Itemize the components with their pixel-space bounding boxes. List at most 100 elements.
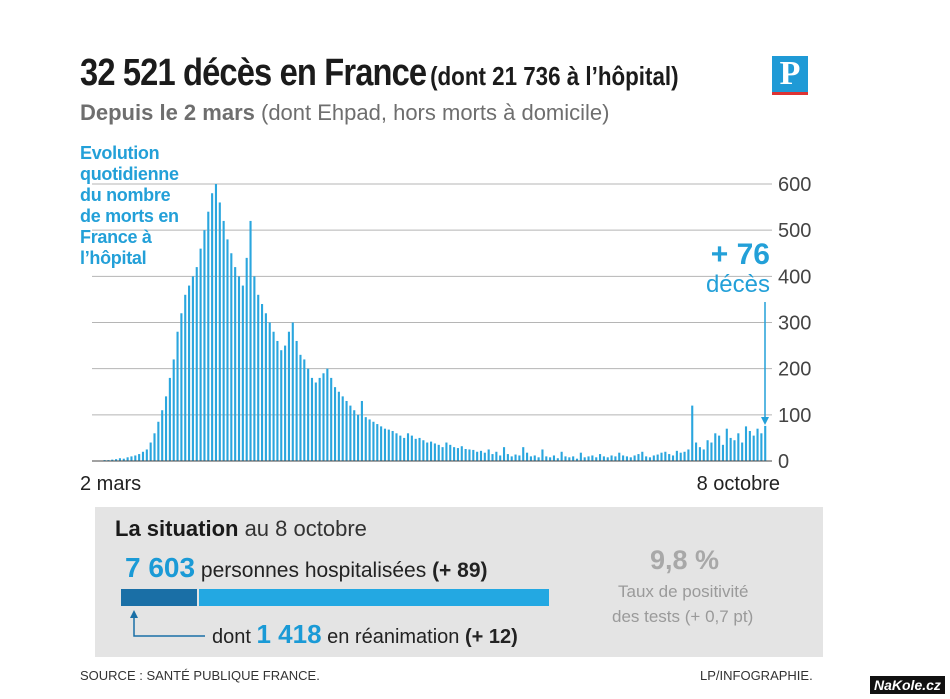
daily-death-bar [211, 193, 214, 462]
headline: 32 521 décès en France (dont 21 736 à l’… [80, 52, 679, 95]
icu-line: dont 1 418 en réanimation (+ 12) [212, 619, 518, 650]
daily-death-bar [645, 456, 648, 461]
daily-death-bar [249, 220, 252, 461]
situation-title-bold: La situation [115, 516, 239, 541]
daily-death-bar [134, 455, 137, 461]
daily-death-bar [357, 414, 360, 461]
subtitle-bold: Depuis le 2 mars [80, 100, 255, 125]
positivity-label-1: Taux de positivité [618, 582, 749, 601]
daily-death-bar [426, 442, 429, 461]
icu-prefix: dont [212, 626, 257, 648]
daily-death-bar [403, 437, 406, 461]
daily-death-bar [330, 377, 333, 461]
daily-death-bar [710, 442, 713, 461]
daily-death-bar [341, 396, 344, 461]
daily-death-bar [172, 359, 175, 461]
daily-death-bar [422, 440, 425, 461]
daily-death-bar [149, 442, 152, 461]
daily-death-bar [614, 456, 617, 461]
headline-main: 32 521 décès en France [80, 52, 427, 94]
daily-death-bar [195, 267, 198, 461]
daily-death-bar [714, 433, 717, 461]
icu-text: en réanimation [321, 626, 465, 648]
daily-death-bar [545, 456, 548, 461]
daily-death-bar [456, 448, 459, 461]
daily-death-bar [111, 459, 114, 462]
daily-death-bar [222, 220, 225, 461]
hospitalised-bar [199, 589, 549, 606]
daily-death-bar [702, 449, 705, 461]
daily-death-bar [307, 368, 310, 461]
daily-death-bar [572, 456, 575, 461]
daily-death-bar [660, 452, 663, 461]
daily-death-bar [633, 455, 636, 461]
daily-death-bar [629, 457, 632, 461]
daily-death-bar [333, 387, 337, 461]
daily-death-bar [322, 373, 325, 461]
daily-death-bar [261, 304, 264, 461]
daily-death-bar [380, 426, 383, 462]
bars [99, 184, 767, 462]
daily-death-bar [234, 267, 237, 461]
daily-death-bar [487, 449, 490, 461]
daily-death-bar [533, 455, 536, 461]
daily-death-bar [310, 377, 314, 461]
daily-death-bar [671, 455, 675, 461]
daily-death-bar [284, 345, 287, 461]
daily-death-bar [268, 322, 271, 461]
daily-death-bar [695, 442, 698, 461]
daily-death-bar [460, 446, 463, 461]
daily-death-bar [698, 447, 701, 461]
daily-death-bar [410, 435, 413, 461]
daily-death-bar [744, 426, 748, 462]
situation-title: La situation au 8 octobre [115, 516, 367, 542]
daily-death-bar [291, 322, 294, 461]
hospitalised-line: 7 603 personnes hospitalisées (+ 89) [125, 552, 488, 584]
x-start-label: 2 mars [80, 473, 141, 495]
daily-death-bar [295, 340, 298, 461]
y-tick-label: 0 [778, 451, 789, 473]
daily-death-bar [526, 452, 529, 461]
daily-death-bar [287, 331, 290, 461]
headline-paren: (dont 21 736 à l’hôpital) [430, 61, 679, 91]
daily-death-bar [118, 458, 121, 461]
daily-death-bar [226, 239, 229, 461]
daily-death-bar [353, 410, 356, 461]
y-tick-label: 100 [778, 405, 811, 427]
daily-death-bar [591, 455, 594, 461]
daily-death-bar [556, 458, 559, 461]
daily-death-bar [383, 428, 387, 461]
daily-death-bar [241, 285, 244, 461]
daily-death-bar [668, 454, 671, 461]
daily-death-bar [303, 359, 306, 461]
daily-death-bar [253, 276, 256, 461]
daily-death-bar [406, 433, 410, 461]
daily-death-bar [741, 442, 744, 461]
watermark: NaKole.cz [870, 676, 945, 694]
daily-death-bar [552, 455, 556, 461]
daily-death-bar [691, 405, 694, 461]
daily-death-bar [687, 449, 690, 461]
daily-death-bar [510, 456, 513, 461]
daily-death-bar [549, 457, 552, 461]
daily-death-bar [579, 452, 582, 461]
parisien-logo: P [772, 56, 808, 92]
daily-death-bar [506, 454, 509, 461]
daily-death-bar [760, 433, 763, 461]
daily-death-bar [130, 456, 133, 461]
situation-panel [95, 507, 823, 657]
daily-death-bar [599, 454, 602, 461]
daily-death-bar [748, 430, 751, 461]
daily-death-bar [718, 435, 721, 461]
y-tick-label: 500 [778, 220, 811, 242]
icu-number: 1 418 [256, 619, 322, 649]
daily-death-bar [145, 449, 148, 461]
daily-death-bar [314, 382, 317, 461]
icu-share-bar [121, 589, 197, 606]
daily-death-bar [372, 421, 375, 461]
daily-death-bar [587, 456, 590, 461]
daily-death-bar [737, 433, 740, 461]
daily-death-bar [652, 455, 655, 461]
daily-death-bar [522, 447, 525, 461]
daily-death-bar [483, 452, 486, 461]
